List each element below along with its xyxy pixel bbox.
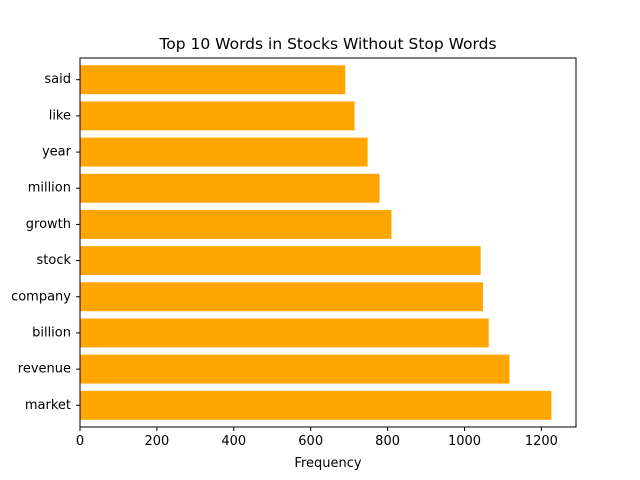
y-axis: market revenue billion company stock growth mi… (11, 72, 80, 413)
y-tick-label-million: million (28, 181, 71, 196)
y-tick-label-revenue: revenue (18, 362, 71, 377)
y-tick-label-year: year (42, 145, 72, 160)
bar-million (80, 173, 380, 203)
chart-title: Top 10 Words in Stocks Without Stop Word… (158, 35, 496, 53)
bar-year (80, 137, 368, 167)
x-tick-label-1200: 1200 (525, 434, 558, 449)
x-tick-label-200: 200 (144, 434, 169, 449)
x-tick-label-400: 400 (221, 434, 246, 449)
x-tick-label-600: 600 (298, 434, 323, 449)
bar-growth (80, 209, 392, 239)
bar-billion (80, 318, 489, 348)
y-tick-label-stock: stock (37, 253, 72, 268)
bar-revenue (80, 354, 510, 384)
x-tick-label-0: 0 (76, 434, 84, 449)
y-tick-label-growth: growth (26, 217, 71, 232)
bar-stock (80, 246, 481, 276)
x-axis: 0 200 400 600 800 1000 1200 (76, 427, 558, 449)
x-axis-label: Frequency (294, 456, 361, 471)
x-tick-label-800: 800 (375, 434, 400, 449)
bars-group (80, 65, 552, 420)
bar-company (80, 282, 483, 312)
bar-market (80, 390, 552, 420)
bar-like (80, 101, 355, 131)
x-tick-label-1000: 1000 (448, 434, 481, 449)
y-tick-label-company: company (11, 289, 71, 304)
y-tick-label-said: said (44, 72, 71, 87)
plot-frame (79, 57, 577, 428)
bar-said (80, 65, 346, 95)
y-tick-label-market: market (25, 398, 71, 413)
y-tick-label-billion: billion (32, 325, 71, 340)
y-tick-label-like: like (49, 108, 71, 123)
